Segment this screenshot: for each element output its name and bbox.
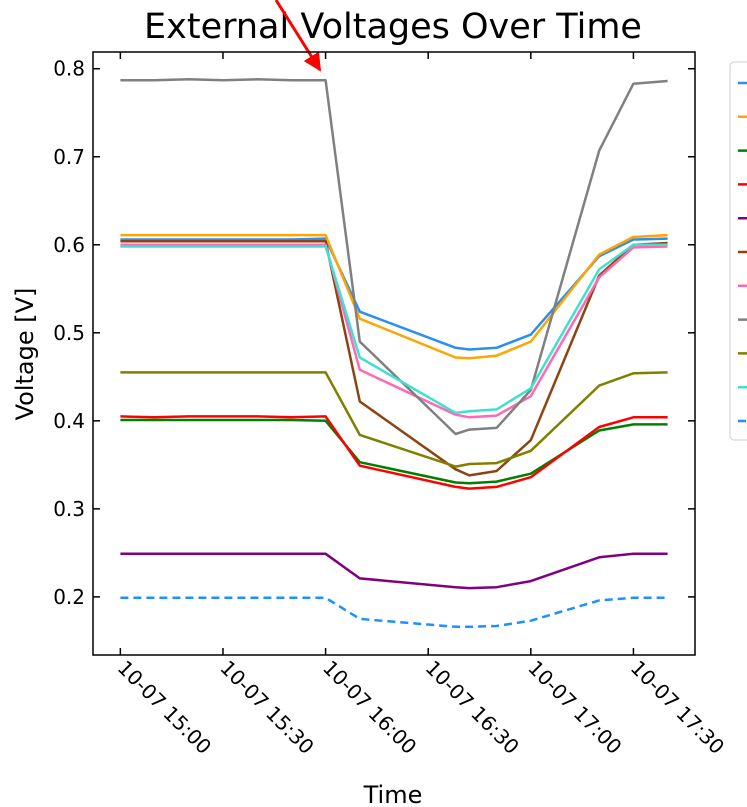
series-line — [120, 243, 668, 415]
y-tick-label: 0.4 — [53, 409, 85, 433]
y-tick-label: 0.3 — [53, 497, 85, 521]
x-tick-label: 10-07 17:30 — [626, 656, 729, 759]
x-tick-label: 10-07 16:30 — [421, 656, 524, 759]
y-tick-label: 0.5 — [53, 321, 85, 345]
y-axis-label: Voltage [V] — [11, 288, 39, 421]
y-tick-label: 0.7 — [53, 145, 85, 169]
annotation-arrow — [274, 0, 322, 72]
series-line — [120, 371, 668, 468]
series-line — [120, 243, 668, 419]
series-line — [120, 552, 668, 590]
series-line — [120, 415, 668, 490]
series-line — [120, 233, 668, 360]
plot-frame — [92, 51, 696, 656]
y-tick-label: 0.2 — [53, 585, 85, 609]
series-line — [120, 240, 668, 477]
x-tick-label: 10-07 16:00 — [318, 656, 421, 759]
x-axis-label: Time — [363, 781, 423, 807]
series-line — [120, 78, 668, 436]
y-tick-label: 0.8 — [53, 57, 85, 81]
x-tick-label: 10-07 17:00 — [523, 656, 626, 759]
chart-title: External Voltages Over Time — [144, 7, 642, 47]
series-line — [120, 596, 668, 629]
x-tick-label: 10-07 15:30 — [215, 656, 318, 759]
x-tick-label: 10-07 15:00 — [113, 656, 216, 759]
y-tick-label: 0.6 — [53, 233, 85, 257]
